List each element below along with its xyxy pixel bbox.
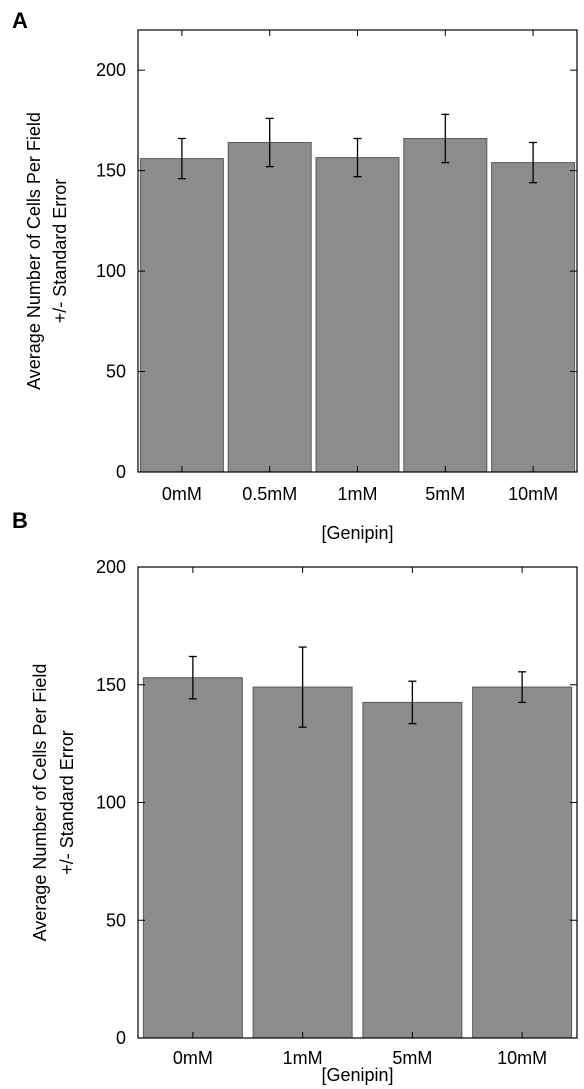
chart-b-errorbar-5mM — [408, 680, 417, 725]
chart-b-bar-1mM — [252, 686, 353, 1039]
chart-a-errorbar-5mM — [441, 113, 450, 164]
chart-b-ytick-label: 0 — [116, 1028, 126, 1048]
chart-a-errorbar-10mM — [529, 141, 538, 184]
chart-b-errorbar-10mM — [518, 671, 527, 704]
chart-a-ytick-label: 0 — [116, 462, 126, 482]
chart-a-ytick-label: 150 — [96, 161, 126, 181]
chart-a-xtick-label: 0.5mM — [242, 484, 297, 504]
chart-b-xtick-label: 10mM — [497, 1048, 547, 1068]
chart-a-yaxis-title-line-1: Average Number of Cells Per Field — [24, 112, 44, 390]
chart-b-xtick-label: 1mM — [283, 1048, 323, 1068]
chart-b-ytick-label: 100 — [96, 793, 126, 813]
chart-a-bar-0.5mM — [227, 142, 312, 473]
chart-b-errorbar-0mM — [188, 655, 197, 700]
chart-b-ytick-label: 150 — [96, 675, 126, 695]
chart-b-xtick-label: 0mM — [173, 1048, 213, 1068]
chart-a-bar-5mM — [403, 137, 488, 473]
chart-a-xaxis-title: [Genipin] — [321, 523, 393, 543]
chart-b-errorbar-1mM — [298, 646, 307, 728]
chart-a-xtick-label: 5mM — [425, 484, 465, 504]
chart-b-bar-5mM — [362, 701, 463, 1039]
chart-a-bar-0mM — [139, 158, 224, 473]
chart-b-bar-10mM — [472, 686, 573, 1039]
chart-b-ytick-label: 50 — [106, 910, 126, 930]
chart-a-errorbar-1mM — [353, 137, 362, 178]
chart-a-ytick-label: 200 — [96, 60, 126, 80]
chart-a-bar-1mM — [315, 157, 400, 473]
chart-b-bar-0mM — [142, 677, 243, 1039]
chart-a-errorbar-0mM — [177, 137, 186, 180]
chart-b-panel-letter: B — [12, 508, 28, 533]
chart-a-xtick-label: 1mM — [338, 484, 378, 504]
chart-a-errorbar-0.5mM — [265, 117, 274, 168]
chart-b-yaxis-title-line-1: Average Number of Cells Per Field — [30, 664, 50, 942]
chart-a-xtick-label: 10mM — [508, 484, 558, 504]
chart-b-ytick-label: 200 — [96, 557, 126, 577]
chart-a-bar-10mM — [491, 162, 576, 473]
chart-b-xtick-label: 5mM — [392, 1048, 432, 1068]
chart-b: B 0mM 1mM 5mM 10mM 0 50 100 150 200 [Genipin] Avera… — [12, 508, 578, 1085]
chart-a: A 0mM 0.5mM 1mM 5mM 10mM 0 50 100 150 200 [Genipin]… — [12, 8, 578, 543]
chart-a-ytick-label: 50 — [106, 362, 126, 382]
chart-a-panel-letter: A — [12, 8, 28, 33]
chart-a-xtick-label: 0mM — [162, 484, 202, 504]
chart-a-plot-frame — [137, 29, 578, 473]
chart-a-yaxis-title-line-2: +/- Standard Error — [50, 179, 70, 324]
chart-b-xaxis-title: [Genipin] — [321, 1065, 393, 1085]
chart-b-yaxis-title-line-2: +/- Standard Error — [57, 730, 77, 875]
chart-a-ytick-label: 100 — [96, 261, 126, 281]
